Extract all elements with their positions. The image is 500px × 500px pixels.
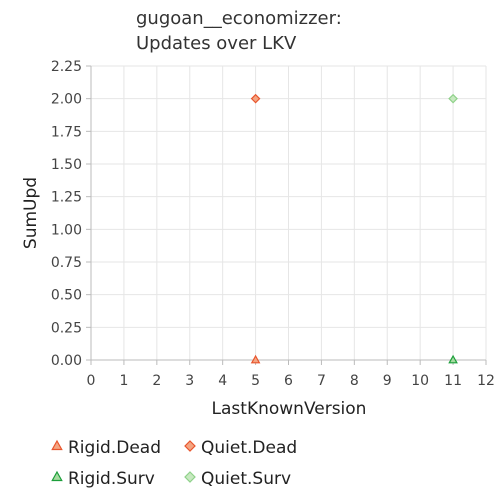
x-tick-label: 6 xyxy=(284,373,293,389)
legend-marker-quiet-surv xyxy=(184,471,196,483)
chart-title-line-1: gugoan__economizzer: xyxy=(136,8,342,29)
y-tick-label: 0.25 xyxy=(51,320,82,336)
tick-labels: 0 1 2 3 4 5 6 7 8 9 10 11 120.000.250.500.751.001.25… xyxy=(51,59,495,389)
x-tick-label: 5 xyxy=(251,373,260,389)
y-axis-title: SumUpd xyxy=(21,177,41,249)
point-rigid-dead xyxy=(250,354,261,364)
y-tick-label: 2.00 xyxy=(51,92,82,108)
y-tick-label: 1.25 xyxy=(51,190,82,206)
x-tick-label: 3 xyxy=(185,373,194,389)
y-tick-label: 0.00 xyxy=(51,353,82,369)
x-tick-label: 2 xyxy=(152,373,161,389)
x-tick-label: 8 xyxy=(350,373,359,389)
legend-label-rigid-dead: Rigid.Dead xyxy=(68,438,161,458)
legend-marker-quiet-dead xyxy=(184,440,196,452)
point-rigid-surv xyxy=(448,354,458,364)
legend-label-quiet-surv: Quiet.Surv xyxy=(201,469,291,489)
legend-label-rigid-surv: Rigid.Surv xyxy=(68,469,155,489)
chart-title: gugoan__economizzer: Updates over LKV xyxy=(136,8,342,54)
y-tick-label: 2.25 xyxy=(51,59,82,75)
y-tick-label: 0.75 xyxy=(51,255,82,271)
grid-lines xyxy=(90,65,487,361)
legend-marker-rigid-dead xyxy=(51,439,63,451)
legend-label-quiet-dead: Quiet.Dead xyxy=(201,438,297,458)
x-tick-label: 0 xyxy=(87,373,96,389)
x-tick-label: 12 xyxy=(477,373,495,389)
y-tick-label: 0.50 xyxy=(51,288,82,304)
legend: Rigid.Dead Quiet.Dead Rigid.Surv Quiet.Surv xyxy=(51,438,297,489)
legend-marker-rigid-surv xyxy=(51,470,63,482)
x-axis-title: LastKnownVersion xyxy=(212,399,367,419)
x-tick-label: 11 xyxy=(444,373,462,389)
x-tick-label: 10 xyxy=(411,373,429,389)
x-tick-label: 1 xyxy=(119,373,128,389)
axes xyxy=(86,65,487,365)
y-tick-label: 1.00 xyxy=(51,222,82,238)
x-tick-label: 7 xyxy=(317,373,326,389)
data-points xyxy=(250,93,458,364)
chart-title-line-2: Updates over LKV xyxy=(136,33,297,54)
y-tick-label: 1.50 xyxy=(51,157,82,173)
y-tick-label: 1.75 xyxy=(51,124,82,140)
point-quiet-surv xyxy=(448,93,458,104)
x-tick-label: 4 xyxy=(218,373,227,389)
x-tick-label: 9 xyxy=(383,373,392,389)
point-quiet-dead xyxy=(250,93,261,104)
